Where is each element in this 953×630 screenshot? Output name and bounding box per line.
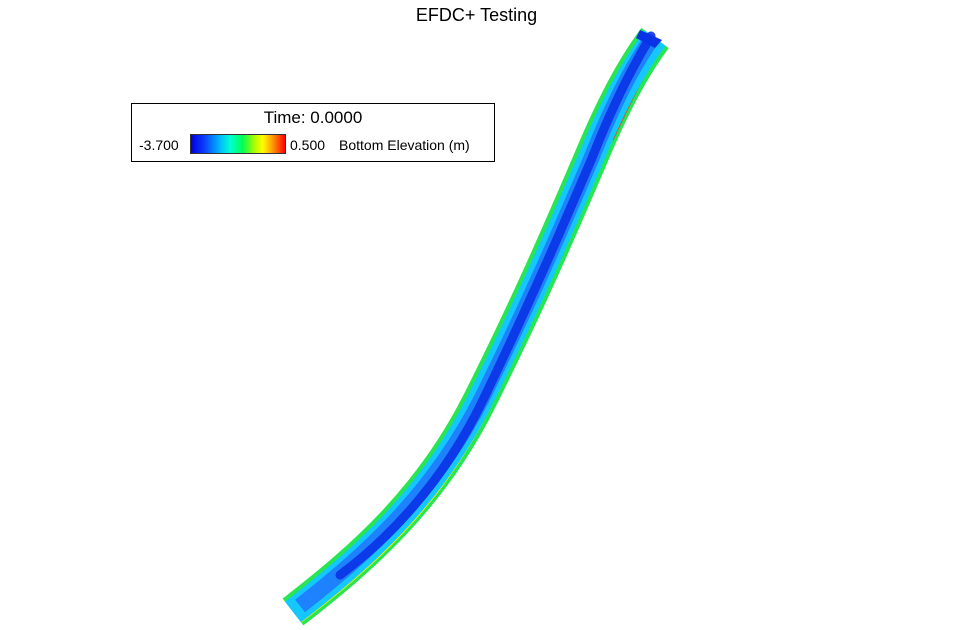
legend-max-value: 0.500 xyxy=(290,137,326,153)
legend-variable-label: Bottom Elevation (m) xyxy=(339,137,470,153)
plot-title: EFDC+ Testing xyxy=(415,5,538,25)
legend-min-value: -3.700 xyxy=(139,137,179,153)
color-legend: Time: 0.0000 -3.700 0.500 Bottom Elevati… xyxy=(131,103,495,162)
legend-color-bar xyxy=(190,134,286,154)
river-channel-deep xyxy=(335,31,656,580)
legend-time: Time: 0.0000 xyxy=(263,108,363,127)
river-end-upstream xyxy=(636,30,662,48)
